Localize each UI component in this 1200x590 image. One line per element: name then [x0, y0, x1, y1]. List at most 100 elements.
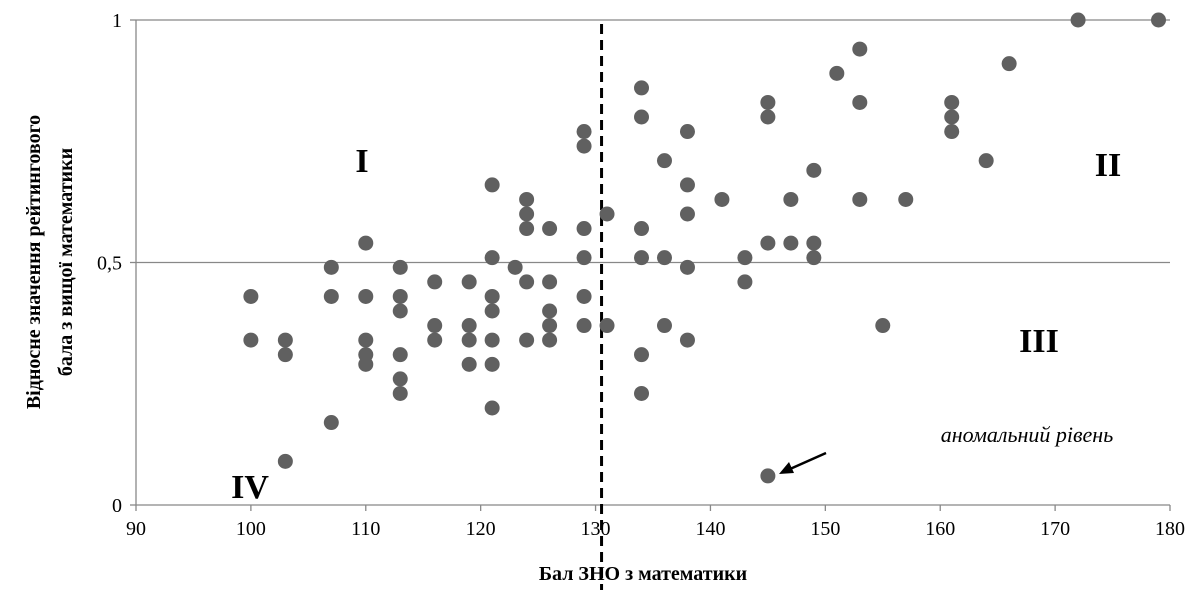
anomaly-arrow: [779, 451, 827, 474]
x-tick-label: 120: [466, 518, 496, 540]
data-point: [461, 274, 477, 290]
data-point: [427, 318, 443, 334]
data-point: [484, 177, 500, 193]
data-point: [656, 153, 672, 169]
data-point: [576, 221, 592, 237]
x-tick-label: 130: [581, 518, 611, 540]
data-point: [806, 162, 822, 178]
data-point: [852, 41, 868, 57]
data-point: [576, 250, 592, 266]
data-point: [1070, 12, 1086, 28]
data-point: [783, 235, 799, 251]
data-point: [519, 191, 535, 207]
anomaly-annotation: аномальний рівень: [941, 422, 1114, 447]
data-point: [277, 453, 293, 469]
quadrant-label-3: III: [1019, 323, 1059, 360]
gridlines: [136, 19, 1170, 264]
data-point: [358, 332, 374, 348]
x-tick-label: 160: [925, 518, 955, 540]
quadrant-label-1: I: [355, 143, 368, 180]
y-axis-title: Відносне значення рейтингового бала з ви…: [23, 115, 77, 409]
x-tick-label: 110: [351, 518, 380, 540]
data-point: [392, 347, 408, 363]
data-point: [358, 288, 374, 304]
data-point: [679, 332, 695, 348]
data-point: [576, 124, 592, 140]
data-point: [277, 332, 293, 348]
data-point: [852, 191, 868, 207]
data-point: [875, 318, 891, 334]
y-tick-label: 1: [112, 10, 122, 32]
y-tick-label: 0,5: [97, 253, 122, 275]
data-point: [576, 288, 592, 304]
data-point: [392, 371, 408, 387]
data-point: [634, 250, 650, 266]
data-point: [461, 332, 477, 348]
data-point: [634, 109, 650, 125]
data-point: [392, 259, 408, 275]
x-tick-label: 100: [236, 518, 266, 540]
data-point: [277, 347, 293, 363]
data-point: [427, 332, 443, 348]
data-point: [599, 318, 615, 334]
y-tick-label: 0: [112, 495, 122, 517]
data-point: [484, 400, 500, 416]
x-tick-label: 170: [1040, 518, 1070, 540]
data-point: [944, 124, 960, 140]
data-point: [542, 274, 558, 290]
data-point: [519, 274, 535, 290]
data-point: [656, 318, 672, 334]
data-point: [760, 109, 776, 125]
data-point: [634, 347, 650, 363]
data-point: [358, 356, 374, 372]
data-point: [978, 153, 994, 169]
quadrant-label-2: II: [1095, 147, 1121, 184]
data-point: [737, 250, 753, 266]
data-point: [461, 318, 477, 334]
data-point: [392, 288, 408, 304]
data-point: [944, 109, 960, 125]
y-axis-title-line1: Відносне значення рейтингового: [23, 115, 45, 409]
data-point: [323, 415, 339, 431]
data-point: [783, 191, 799, 207]
data-point: [323, 259, 339, 275]
data-point: [484, 356, 500, 372]
data-point: [392, 303, 408, 319]
data-point: [542, 318, 558, 334]
data-point: [806, 250, 822, 266]
x-tick-label: 90: [126, 518, 146, 540]
data-point: [519, 206, 535, 222]
data-point: [679, 259, 695, 275]
data-point: [829, 65, 845, 81]
data-point: [542, 332, 558, 348]
data-point: [634, 385, 650, 401]
data-point: [243, 288, 259, 304]
data-point: [679, 177, 695, 193]
data-point: [806, 235, 822, 251]
x-axis-title: Бал ЗНО з математики: [539, 563, 747, 585]
x-tick-label: 180: [1155, 518, 1185, 540]
data-point: [507, 259, 523, 275]
data-point: [484, 303, 500, 319]
data-point: [599, 206, 615, 222]
axes: [130, 19, 1171, 590]
data-point: [634, 221, 650, 237]
data-point: [1001, 56, 1017, 72]
data-point: [760, 235, 776, 251]
data-point: [679, 206, 695, 222]
data-point: [323, 288, 339, 304]
data-point: [427, 274, 443, 290]
data-point: [484, 250, 500, 266]
data-point: [656, 250, 672, 266]
data-point: [737, 274, 753, 290]
data-point: [634, 80, 650, 96]
data-points: [243, 12, 1167, 484]
data-point: [392, 385, 408, 401]
data-point: [484, 288, 500, 304]
data-point: [1151, 12, 1167, 28]
tick-labels: 0 0,5 1 90 100 110 120 130 140 150 160 170 180: [97, 10, 1185, 540]
x-tick-label: 140: [695, 518, 725, 540]
data-point: [358, 235, 374, 251]
data-point: [542, 303, 558, 319]
